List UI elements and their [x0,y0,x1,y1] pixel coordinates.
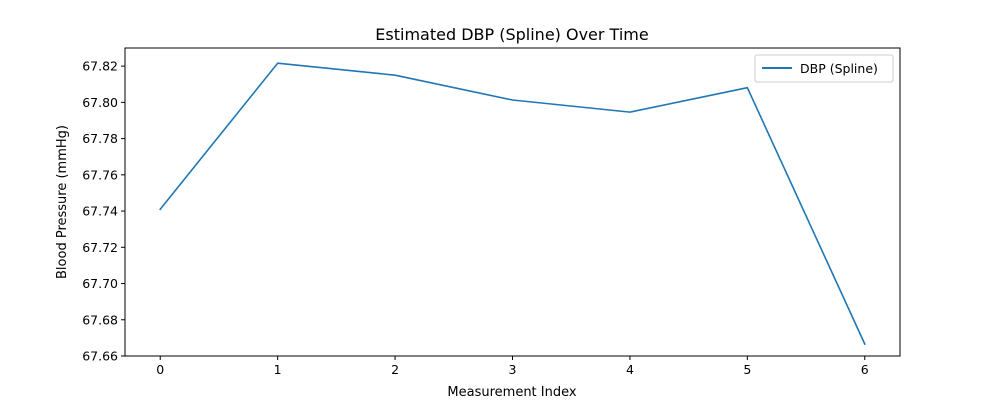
y-tick-label: 67.78 [82,131,118,146]
y-tick-label: 67.80 [82,95,118,110]
x-tick-label: 3 [509,362,517,377]
x-axis-label: Measurement Index [447,385,576,400]
x-tick-label: 0 [156,362,164,377]
x-tick-label: 5 [743,362,751,377]
y-tick-label: 67.66 [82,349,118,364]
y-tick-label: 67.68 [82,312,118,327]
y-tick-label: 67.82 [82,59,118,74]
legend-box [754,54,894,83]
x-tick-label: 1 [274,362,282,377]
x-axis: 0 1 2 3 4 5 6 [156,356,869,377]
plot-frame [124,47,901,357]
series-layer [159,62,866,346]
series-line [159,62,866,346]
y-tick-label: 67.74 [82,204,118,219]
x-tick-label: 4 [626,362,634,377]
x-tick-label: 6 [861,362,869,377]
y-tick-label: 67.70 [82,276,118,291]
y-axis: 67.66 67.68 67.70 67.72 67.74 67.76 67.78 67.80… [82,59,125,364]
y-tick-label: 67.76 [82,167,118,182]
y-axis-label: Blood Pressure (mmHg) [55,125,70,279]
y-tick-label: 67.72 [82,240,118,255]
chart-title: Estimated DBP (Spline) Over Time [375,25,648,44]
x-tick-label: 2 [391,362,399,377]
legend-entry: DBP (Spline) [800,61,878,76]
legend: DBP (Spline) [754,54,894,83]
